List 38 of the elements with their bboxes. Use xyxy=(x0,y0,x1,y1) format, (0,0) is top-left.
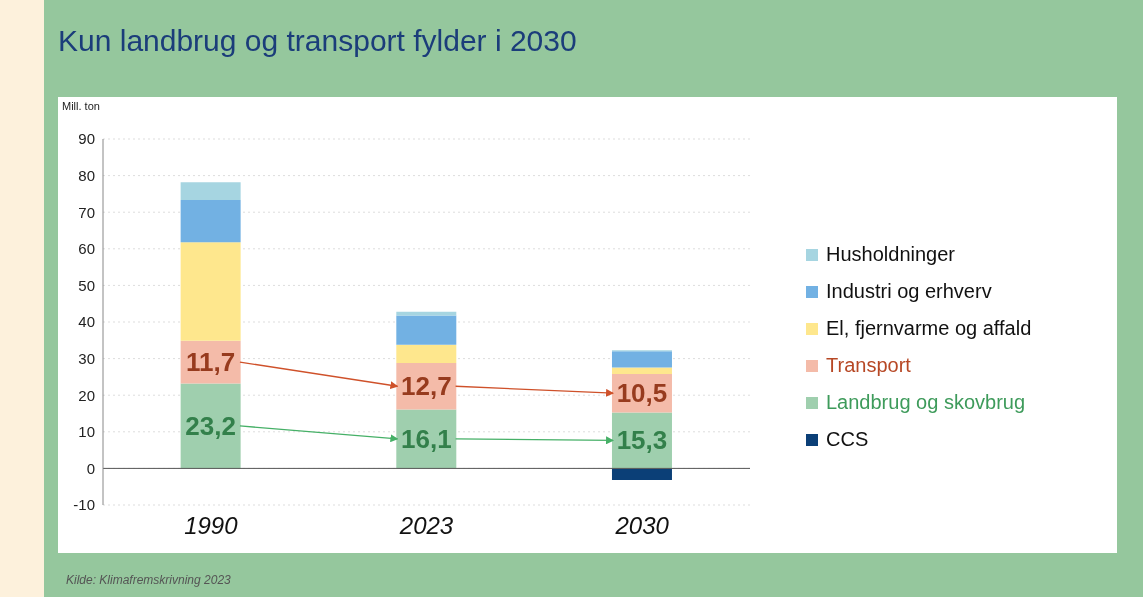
data-label: 11,7 xyxy=(186,347,236,378)
y-tick-label: 70 xyxy=(78,203,95,221)
x-tick-label: 2030 xyxy=(614,512,670,540)
y-tick-label: 60 xyxy=(78,240,95,258)
data-label: 12,7 xyxy=(401,371,452,402)
legend-label: Transport xyxy=(825,353,912,378)
bar xyxy=(611,367,672,374)
legend-label: El, fjernvarme og affald xyxy=(825,316,1032,341)
bar xyxy=(611,351,672,368)
y-tick-label: 50 xyxy=(78,276,95,294)
chart-title: Kun landbrug og transport fylder i 2030 xyxy=(58,24,577,58)
y-tick-label: 80 xyxy=(78,166,95,184)
y-tick-label: 90 xyxy=(78,130,95,148)
bar xyxy=(396,344,457,363)
data-label: 16,1 xyxy=(401,423,452,454)
y-tick-label: 0 xyxy=(86,459,95,477)
y-tick-label: 30 xyxy=(78,349,95,367)
data-label: 10,5 xyxy=(616,378,668,409)
legend-label: Landbrug og skovbrug xyxy=(825,390,1027,415)
x-tick-label: 1990 xyxy=(184,512,239,540)
data-label: 23,2 xyxy=(185,410,236,441)
x-tick-label: 2023 xyxy=(398,512,454,540)
data-label: 15,3 xyxy=(616,425,668,456)
bar xyxy=(180,200,241,243)
y-axis-title: Mill. ton xyxy=(62,100,100,112)
bar xyxy=(180,242,241,341)
bar xyxy=(180,182,241,201)
bar xyxy=(396,315,457,345)
y-tick-label: -10 xyxy=(73,496,95,514)
y-tick-label: 40 xyxy=(78,313,95,331)
text: Kilde: Klimafremskrivning 2023 xyxy=(66,573,231,587)
y-tick-label: 10 xyxy=(78,423,95,441)
bar xyxy=(611,468,672,481)
y-tick-label: 20 xyxy=(78,386,95,404)
legend-label: Husholdninger xyxy=(825,242,956,267)
legend-label: Industri og erhverv xyxy=(825,279,993,304)
bar xyxy=(180,383,241,469)
legend-label: CCS xyxy=(825,427,870,452)
